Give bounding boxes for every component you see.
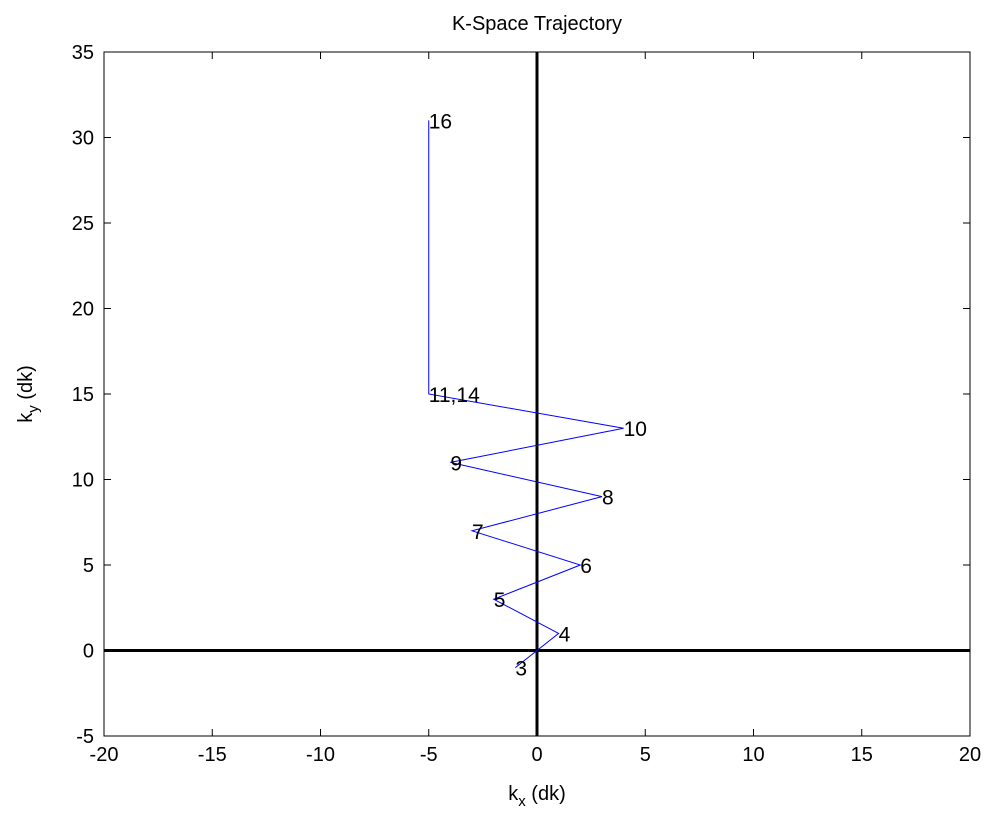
point-label: 16 bbox=[429, 110, 452, 133]
y-axis-title-rest: (dk) bbox=[15, 365, 37, 405]
x-axis-title: kx (dk) bbox=[508, 783, 566, 810]
y-tick-label: 10 bbox=[72, 470, 94, 492]
point-label: 5 bbox=[494, 589, 506, 612]
point-label: 4 bbox=[559, 623, 571, 646]
y-axis-title-base: k bbox=[15, 412, 37, 423]
x-tick-label: 15 bbox=[851, 744, 873, 766]
trajectory-line bbox=[428, 120, 624, 668]
x-tick-label: 0 bbox=[531, 744, 542, 766]
y-tick-label: 30 bbox=[72, 128, 94, 150]
x-tick-label: 5 bbox=[640, 744, 651, 766]
point-labels-layer: 3 4 5 6 7 8 9 10 11,14 16 bbox=[429, 110, 647, 680]
y-tick-label: 25 bbox=[72, 213, 94, 235]
x-tick-label: 10 bbox=[742, 744, 764, 766]
x-tick-label: -5 bbox=[420, 744, 438, 766]
point-label: 8 bbox=[602, 487, 614, 510]
point-label: 6 bbox=[580, 555, 592, 578]
y-axis-title: ky (dk) bbox=[15, 365, 42, 423]
y-tick-label: 15 bbox=[72, 384, 94, 406]
y-axis-title-sub: y bbox=[25, 405, 42, 413]
y-tick-label: 20 bbox=[72, 299, 94, 321]
x-tick-label: -20 bbox=[90, 744, 119, 766]
y-tick-label: -5 bbox=[76, 726, 94, 748]
point-label: 9 bbox=[450, 452, 462, 475]
point-label: 3 bbox=[515, 658, 527, 681]
x-axis-title-rest: (dk) bbox=[526, 783, 566, 805]
x-axis-title-sub: x bbox=[518, 793, 526, 810]
x-tick-label: -15 bbox=[198, 744, 227, 766]
y-tick-label: 35 bbox=[72, 42, 94, 64]
plot-frame bbox=[103, 51, 971, 737]
point-label: 11,14 bbox=[429, 384, 480, 407]
point-label: 7 bbox=[472, 521, 484, 544]
y-tick-label: 5 bbox=[83, 555, 94, 577]
x-axis-title-base: k bbox=[508, 783, 519, 805]
x-tick-label: -10 bbox=[306, 744, 335, 766]
series-layer bbox=[428, 120, 624, 668]
point-label: 10 bbox=[624, 418, 647, 441]
chart-title: K-Space Trajectory bbox=[452, 13, 622, 35]
x-tick-label: 20 bbox=[959, 744, 981, 766]
y-tick-label: 0 bbox=[83, 641, 94, 663]
